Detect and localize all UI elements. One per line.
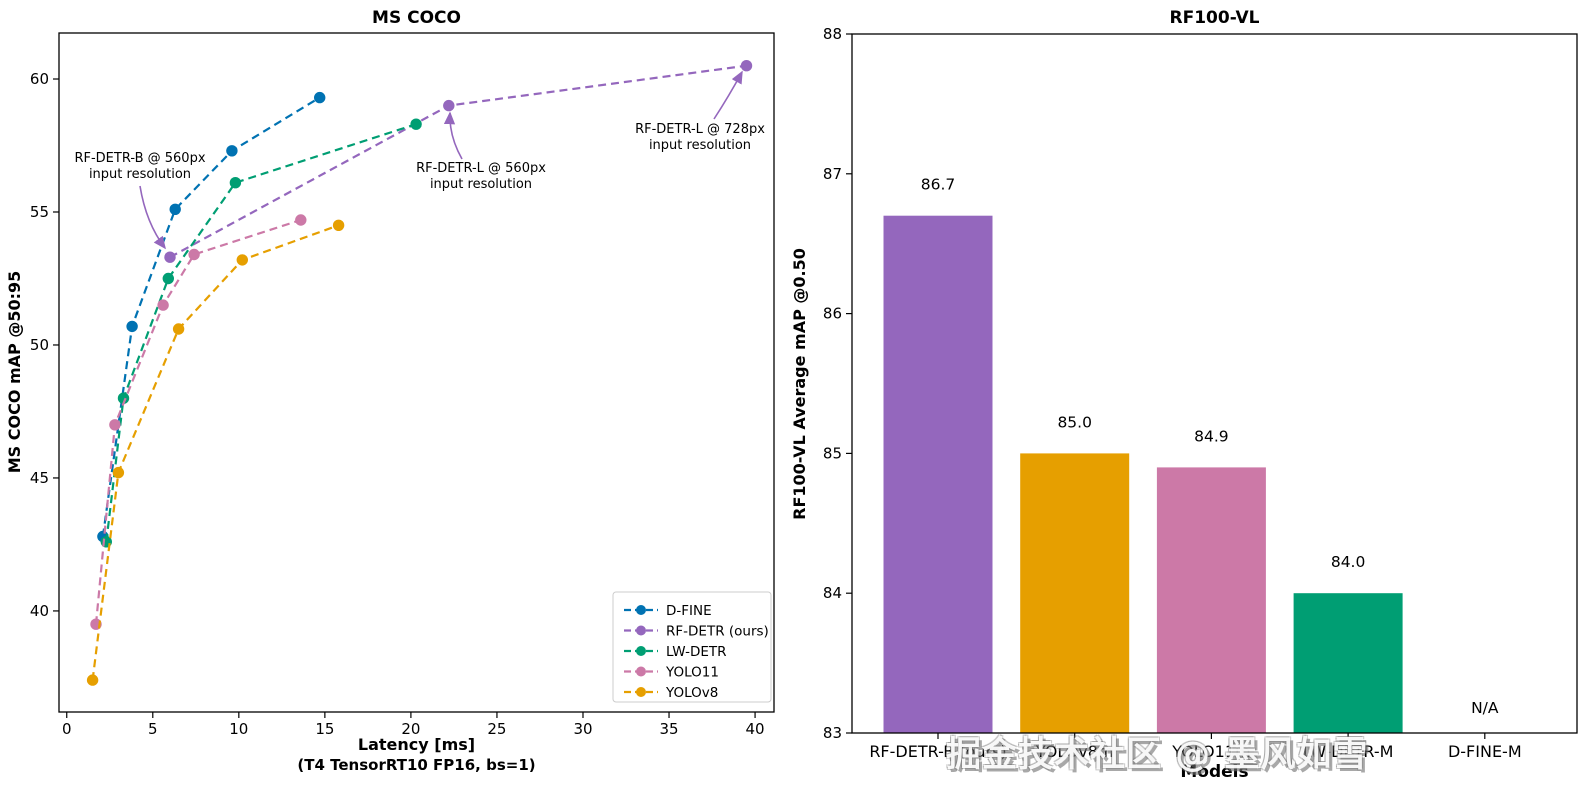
x-tick-label: 5 [148, 720, 158, 738]
y-tick-label: 86 [823, 305, 842, 323]
legend-label: RF-DETR (ours) [666, 624, 769, 640]
y-tick-label: 87 [823, 165, 842, 183]
annotation-text-line2: input resolution [89, 167, 191, 182]
data-point-YOLO11 [157, 299, 169, 311]
x-tick-label: 35 [659, 720, 678, 738]
data-point-LW-DETR [117, 392, 130, 404]
x-tick-label: 20 [401, 720, 420, 738]
y-tick-label: 45 [30, 469, 49, 487]
plot-spines [851, 33, 1578, 734]
bar-value-label: N/A [1471, 699, 1499, 717]
x-tick-label: 30 [573, 720, 592, 738]
rf100-vl-chart: RF100-VL RF100-VL Average mAP @0.50 Models… [790, 0, 1580, 790]
annotation-text-line2: input resolution [430, 177, 532, 192]
right-chart-title: RF100-VL [1170, 8, 1260, 28]
right-x-axis-label: Models [1180, 762, 1248, 782]
annotation-arrow [443, 111, 463, 160]
x-tick-label: 40 [746, 720, 765, 738]
series-line-YOLOv8 [91, 224, 339, 681]
bar-value-label: 86.7 [921, 176, 956, 194]
series-line-YOLO11 [94, 218, 302, 625]
x-tick-label: 10 [229, 720, 248, 738]
data-point-YOLOv8 [86, 674, 99, 686]
data-point-D-FINE [226, 145, 238, 157]
legend-box [612, 591, 772, 703]
bar-value-label: 84.9 [1194, 427, 1229, 445]
ms-coco-chart-svg: MS COCO Latency [ms] (T4 TensorRT10 FP16, … [5, 8, 775, 774]
annotation-text-line1: RF-DETR-L @ 560px [416, 161, 546, 176]
series-line-LW-DETR [105, 123, 417, 542]
legend-label: YOLOv8 [665, 685, 718, 701]
y-tick-label: 55 [30, 203, 49, 221]
y-tick-label: 88 [823, 25, 842, 43]
data-point-LW-DETR [162, 272, 174, 285]
data-point-RF-DETR (ours) [740, 59, 753, 72]
bar-YOLOv8m [1020, 453, 1130, 733]
legend-label: LW-DETR [666, 644, 727, 660]
y-tick-label: 60 [30, 70, 49, 88]
annotation-arrow [713, 70, 743, 120]
left-chart-title: MS COCO [372, 8, 461, 28]
data-point-LW-DETR [410, 118, 422, 130]
data-point-YOLOv8 [236, 254, 248, 266]
rf100-vl-chart-svg: RF100-VL RF100-VL Average mAP @0.50 Models… [790, 8, 1578, 782]
legend-marker-dot [636, 625, 646, 636]
x-category-label: YOLOv8m [1035, 742, 1114, 761]
legend-label: D-FINE [666, 603, 712, 619]
legend-marker-dot [636, 687, 646, 697]
bar-RF-DETR-B (ours) [883, 215, 993, 733]
annotation-text-line1: RF-DETR-B @ 560px [74, 151, 205, 166]
data-point-YOLOv8 [332, 219, 345, 231]
legend-marker-dot [636, 646, 646, 656]
x-category-label: D-FINE-M [1448, 742, 1522, 761]
left-x-axis-label: Latency [ms] [358, 735, 475, 754]
legend-label: YOLO11 [665, 665, 719, 681]
legend-marker-dot [636, 605, 646, 615]
y-tick-label: 50 [30, 336, 49, 354]
x-category-label: RF-DETR-B (ours) [869, 742, 1006, 761]
bar-value-label: 85.0 [1057, 413, 1092, 431]
data-point-YOLOv8 [112, 466, 125, 479]
left-x-axis-sublabel: (T4 TensorRT10 FP16, bs=1) [297, 756, 535, 774]
left-y-axis-label: MS COCO mAP @50:95 [5, 271, 24, 474]
bar-value-label: 84.0 [1331, 553, 1366, 571]
bar-YOLO11m [1156, 467, 1266, 733]
ms-coco-chart: MS COCO Latency [ms] (T4 TensorRT10 FP16, … [5, 8, 775, 774]
x-category-label: LW-DETR-M [1303, 742, 1394, 761]
data-point-LW-DETR [229, 177, 242, 189]
x-tick-label: 0 [62, 720, 72, 738]
data-point-YOLO11 [295, 214, 307, 226]
data-point-D-FINE [126, 320, 138, 333]
x-tick-label: 15 [315, 720, 334, 738]
legend-marker-dot [636, 666, 646, 677]
data-point-YOLO11 [109, 419, 121, 431]
data-point-YOLOv8 [172, 323, 185, 335]
x-category-label: YOLO11m [1171, 742, 1250, 761]
plot-spines [58, 32, 775, 713]
bar-LW-DETR-M [1293, 593, 1403, 733]
y-tick-label: 40 [30, 602, 49, 620]
data-point-D-FINE [314, 91, 326, 104]
data-point-YOLO11 [188, 248, 200, 261]
annotation-text-line2: input resolution [649, 138, 751, 153]
data-point-D-FINE [169, 203, 181, 215]
x-tick-label: 25 [487, 720, 506, 738]
y-tick-label: 84 [823, 584, 842, 602]
right-y-axis-label: RF100-VL Average mAP @0.50 [790, 248, 809, 520]
y-tick-label: 83 [823, 724, 842, 742]
data-point-RF-DETR (ours) [443, 99, 455, 112]
data-point-RF-DETR (ours) [164, 251, 176, 263]
y-tick-label: 85 [823, 444, 842, 462]
annotation-arrow [139, 185, 166, 250]
annotation-text-line1: RF-DETR-L @ 728px [635, 122, 765, 137]
